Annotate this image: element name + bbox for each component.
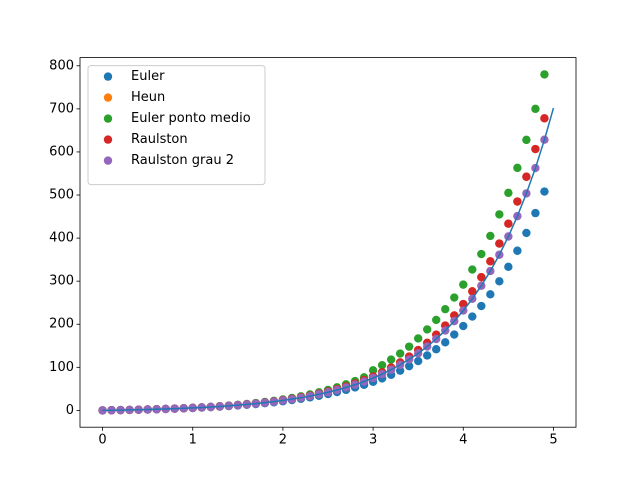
x-tick-label: 3 [369, 433, 377, 448]
point [423, 325, 432, 334]
x-tick-label: 4 [459, 433, 467, 448]
point [441, 304, 450, 314]
point [495, 277, 504, 286]
point [531, 144, 540, 154]
point [504, 219, 513, 228]
point [468, 265, 477, 274]
point [377, 360, 387, 370]
point [368, 366, 378, 375]
point [540, 114, 549, 123]
point [531, 208, 540, 218]
point [513, 197, 522, 206]
point [522, 135, 531, 145]
y-tick-label: 200 [49, 317, 74, 332]
legend-label: Raulston grau 2 [131, 153, 234, 168]
point [432, 345, 441, 354]
point [450, 330, 459, 339]
point [486, 290, 495, 299]
y-tick-label: 400 [49, 231, 74, 246]
y-tick-label: 800 [49, 58, 74, 73]
legend-label: Euler ponto medio [131, 111, 251, 126]
point [404, 342, 414, 351]
point [404, 361, 414, 371]
point [468, 312, 477, 321]
legend-label: Euler [131, 69, 165, 84]
legend-label: Raulston [131, 132, 188, 147]
point [477, 272, 486, 282]
legend-marker [103, 114, 113, 123]
point [450, 293, 459, 302]
axes-frame [79, 57, 577, 428]
point [477, 249, 486, 259]
point [540, 187, 549, 196]
legend-label: Heun [131, 90, 165, 105]
point [540, 70, 549, 79]
point [522, 228, 531, 238]
point [459, 299, 468, 309]
point [395, 349, 405, 358]
y-tick-label: 600 [49, 144, 74, 159]
x-tick-label: 2 [279, 433, 287, 448]
point [441, 338, 450, 347]
point [495, 239, 504, 248]
point [504, 188, 513, 198]
legend-marker [103, 93, 113, 102]
x-tick-label: 5 [549, 433, 557, 448]
legend-marker [103, 156, 113, 165]
point [423, 351, 432, 360]
point [531, 104, 540, 114]
plot-area [98, 70, 555, 415]
point [513, 163, 522, 173]
point [477, 301, 486, 311]
point [468, 287, 477, 296]
line [102, 107, 555, 412]
point [432, 315, 441, 325]
y-tick-label: 700 [49, 101, 74, 116]
point [413, 356, 423, 366]
point [495, 210, 504, 219]
y-tick-label: 100 [49, 360, 74, 375]
point [522, 172, 531, 181]
point [486, 231, 495, 241]
y-tick-label: 500 [49, 188, 74, 203]
x-tick-label: 0 [98, 433, 106, 448]
legend-marker [103, 135, 113, 144]
legend-box [87, 65, 266, 186]
y-tick-label: 300 [49, 274, 74, 289]
x-tick-label: 1 [189, 433, 197, 448]
point [504, 262, 513, 272]
point [486, 257, 495, 266]
point [513, 246, 522, 255]
point [395, 366, 405, 375]
point [413, 334, 423, 343]
legend-marker [103, 72, 113, 81]
y-tick-label: 0 [66, 403, 74, 418]
point [459, 321, 468, 331]
point [386, 355, 396, 364]
point [98, 406, 107, 415]
point [459, 280, 468, 289]
